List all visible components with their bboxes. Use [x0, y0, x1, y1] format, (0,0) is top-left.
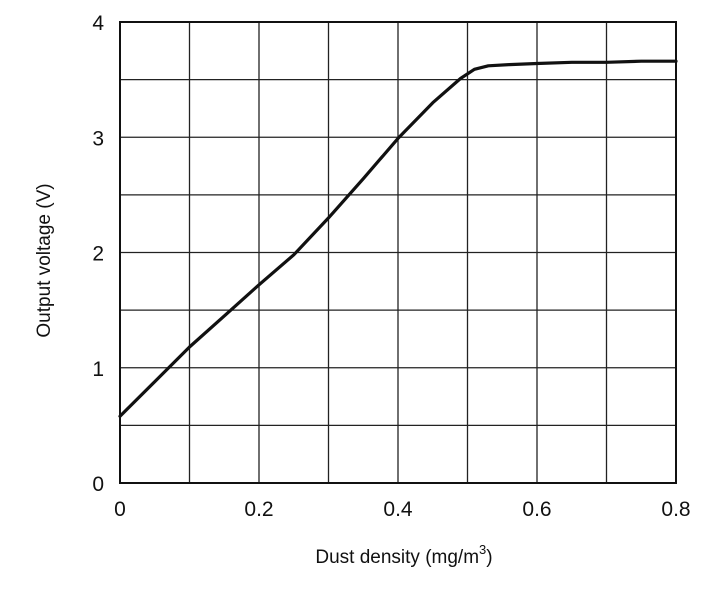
x-tick-labels: 0 0.2 0.4 0.6 0.8: [114, 498, 690, 521]
plot-frame: [119, 21, 677, 484]
output-voltage-curve: [118, 59, 678, 418]
y-tick-label: 1: [92, 358, 104, 381]
y-tick-label: 3: [92, 127, 104, 150]
x-tick-label: 0.8: [661, 498, 690, 521]
y-tick-label: 2: [92, 243, 104, 266]
x-axis-title: Dust density (mg/m3): [315, 542, 492, 568]
y-tick-label: 0: [92, 473, 104, 496]
x-tick-label: 0.4: [383, 498, 413, 521]
x-tick-label: 0.6: [522, 498, 551, 521]
x-tick-label: 0: [114, 498, 126, 521]
y-tick-label: 4: [92, 12, 104, 35]
x-tick-label: 0.2: [244, 498, 273, 521]
y-tick-labels: 0 1 2 3 4: [92, 12, 104, 496]
y-axis-title: Output voltage (V): [34, 183, 55, 337]
grid: [120, 22, 676, 483]
